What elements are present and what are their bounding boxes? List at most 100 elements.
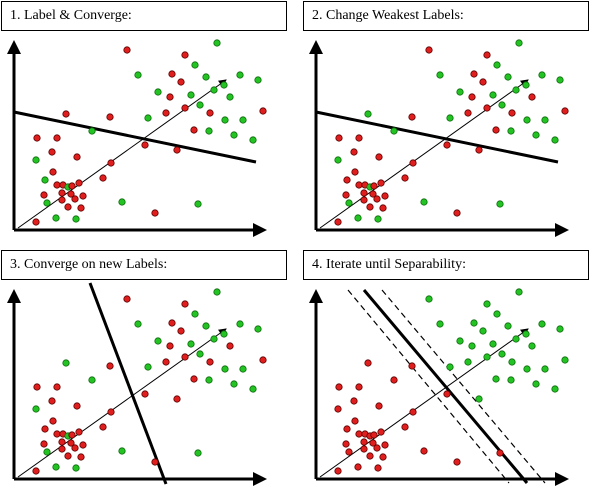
green-point [72,464,80,472]
red-point [377,179,385,187]
green-point [144,114,152,122]
green-point [538,320,546,328]
red-point [408,113,416,121]
green-point [144,363,152,371]
red-point [77,204,85,212]
red-point [443,141,451,149]
red-point [141,390,149,398]
green-point [118,198,126,206]
panel-4-plot [309,288,569,486]
red-point [151,458,159,466]
red-point [401,423,409,431]
green-point [479,327,487,335]
green-point [523,116,531,124]
red-point [369,190,377,198]
green-point [230,131,238,139]
green-point [556,76,564,84]
red-point [334,405,342,413]
trend-arrow [17,79,227,229]
trend-arrow [319,328,529,478]
red-point [409,408,417,416]
green-point [493,310,501,318]
green-point [541,116,549,124]
green-point [538,71,546,79]
green-point [254,325,262,333]
red-point [53,134,61,142]
red-point [68,182,76,190]
red-point [508,109,516,117]
red-point [32,467,40,475]
red-point [168,70,176,78]
green-point [32,156,40,164]
green-point [489,340,497,348]
green-point [446,114,454,122]
green-point [468,342,476,350]
green-point [436,320,444,328]
red-point [106,362,114,370]
red-point [259,107,267,115]
green-point [230,380,238,388]
green-point [508,358,516,366]
red-point [177,327,185,335]
red-point [379,204,387,212]
green-point [522,81,530,89]
green-point [551,136,559,144]
red-point [528,93,536,101]
red-point [375,153,383,161]
panel-3: 3. Converge on new Labels: [0,249,298,496]
green-point [556,325,564,333]
green-point [134,320,142,328]
red-point [475,146,483,154]
red-point [190,375,198,383]
red-point [335,134,343,142]
green-point [528,342,536,350]
red-point [53,430,61,438]
green-point [236,320,244,328]
panel-3-plot [7,282,267,486]
green-point [436,71,444,79]
green-point [220,81,228,89]
green-point [205,127,213,135]
panel-3-title-box: 3. Converge on new Labels: [1,250,287,280]
red-point [162,109,170,117]
red-point [350,148,358,156]
red-point [181,104,189,112]
red-point [335,383,343,391]
green-point [41,176,49,184]
separator-line [315,110,559,164]
margin-line-left [347,289,510,484]
red-point [53,181,61,189]
red-point [351,168,359,176]
red-point [58,438,66,446]
red-point [375,402,383,410]
red-point [71,195,79,203]
green-point [551,385,559,393]
y-axis-arrow [7,40,21,54]
red-point [64,203,72,211]
green-point [512,335,520,343]
green-point [464,358,472,366]
trend-arrow [319,79,529,229]
panel-1-plot [7,39,267,237]
green-point [221,116,229,124]
green-point [489,91,497,99]
green-point [62,359,70,367]
green-point [498,101,506,109]
green-point [374,215,382,223]
red-point [181,51,189,59]
red-point [177,78,185,86]
x-axis-arrow [253,472,267,486]
red-point [79,441,87,449]
panel-1-title: 1. Label & Converge: [10,8,132,23]
panel-1: 1. Label & Converge: [0,0,298,247]
red-point [470,70,478,78]
red-point [40,191,48,199]
red-point [73,402,81,410]
green-point [541,365,549,373]
red-point [390,376,398,384]
red-point [483,51,491,59]
green-point [249,385,257,393]
red-point [334,467,342,475]
red-point [162,358,170,366]
red-point [58,445,66,453]
